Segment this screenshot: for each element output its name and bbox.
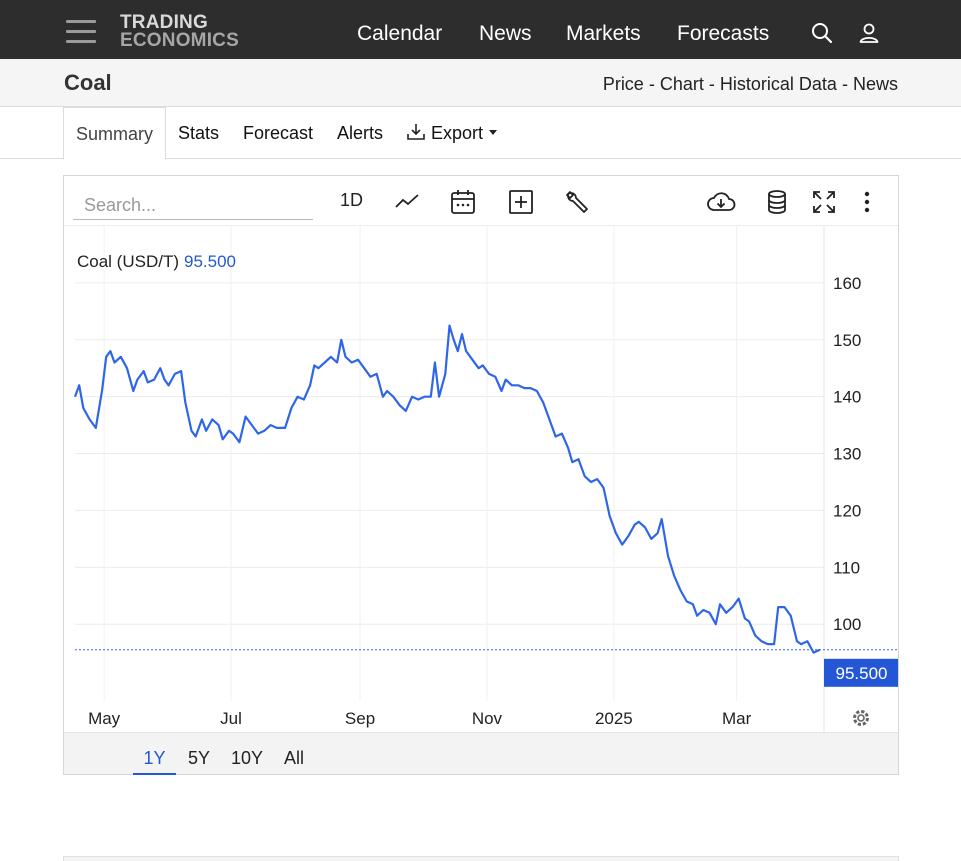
link-news[interactable]: News bbox=[852, 74, 898, 94]
download-icon bbox=[407, 124, 425, 140]
y-tick-label: 150 bbox=[833, 331, 861, 350]
logo-line-1: TRADING bbox=[120, 12, 208, 33]
legend-series-name: Coal (USD/T) bbox=[77, 252, 179, 271]
legend: Coal (USD/T) 95.500 bbox=[77, 252, 236, 271]
line-chart-icon[interactable] bbox=[394, 188, 420, 216]
chart-search-input[interactable] bbox=[73, 192, 313, 220]
series-line bbox=[73, 324, 821, 654]
chart-settings-icon[interactable] bbox=[853, 710, 869, 726]
x-tick-label: May bbox=[88, 709, 121, 728]
y-tick-label: 130 bbox=[833, 445, 861, 464]
page-header: Coal Price - Chart - Historical Data - N… bbox=[0, 59, 961, 107]
chart-toolbar: 1D bbox=[64, 176, 898, 226]
more-options-icon[interactable] bbox=[861, 188, 873, 216]
link-chart[interactable]: Chart bbox=[659, 74, 704, 94]
x-tick-label: Sep bbox=[345, 709, 375, 728]
top-navigation-bar: TRADING ECONOMICS Calendar News Markets … bbox=[0, 0, 961, 59]
next-section-edge bbox=[63, 856, 899, 861]
y-tick-label: 120 bbox=[833, 501, 861, 520]
tab-summary[interactable]: Summary bbox=[63, 107, 167, 160]
tab-forecast[interactable]: Forecast bbox=[243, 123, 314, 143]
x-tick-label: Jul bbox=[220, 709, 242, 728]
tab-export[interactable]: Export bbox=[406, 107, 498, 159]
tab-alerts[interactable]: Alerts bbox=[337, 123, 384, 143]
range-1y[interactable]: 1Y bbox=[133, 733, 176, 775]
menu-icon[interactable] bbox=[66, 20, 96, 44]
cloud-download-icon[interactable] bbox=[706, 188, 736, 216]
tab-export-label: Export bbox=[431, 123, 484, 143]
fullscreen-icon[interactable] bbox=[811, 188, 837, 216]
y-tick-label: 140 bbox=[833, 388, 861, 407]
interval-button[interactable]: 1D bbox=[340, 190, 364, 210]
y-tick-label: 160 bbox=[833, 274, 861, 293]
add-indicator-icon[interactable] bbox=[508, 188, 534, 216]
calendar-icon[interactable] bbox=[450, 188, 476, 216]
last-value-label: 95.500 bbox=[836, 664, 888, 683]
price-chart[interactable]: 100 110 120 130 140 150 160 May Jul Sep Nov 2025 Ma… bbox=[64, 226, 898, 732]
logo-line-2: ECONOMICS bbox=[120, 30, 239, 51]
x-tick-label: Nov bbox=[472, 709, 503, 728]
range-10y[interactable]: 10Y bbox=[230, 748, 264, 768]
link-separator: - bbox=[648, 74, 655, 94]
range-selector: 1Y 5Y 10Y All bbox=[64, 732, 898, 775]
nav-markets[interactable]: Markets bbox=[566, 22, 641, 45]
link-price[interactable]: Price bbox=[602, 74, 644, 94]
database-icon[interactable] bbox=[764, 188, 790, 216]
last-value-badge bbox=[824, 658, 898, 687]
y-tick-label: 110 bbox=[833, 558, 860, 577]
nav-forecasts[interactable]: Forecasts bbox=[677, 22, 770, 45]
tab-stats[interactable]: Stats bbox=[178, 123, 220, 143]
tab-bar: Summary Stats Forecast Alerts Export bbox=[0, 107, 961, 160]
nav-news[interactable]: News bbox=[479, 22, 532, 45]
nav-calendar[interactable]: Calendar bbox=[357, 22, 443, 45]
legend-last-value: 95.500 bbox=[184, 252, 236, 271]
user-icon[interactable] bbox=[857, 21, 881, 45]
range-all[interactable]: All bbox=[283, 748, 304, 768]
search-icon[interactable] bbox=[810, 21, 834, 45]
link-historical-data[interactable]: Historical Data bbox=[719, 74, 837, 94]
range-5y[interactable]: 5Y bbox=[187, 748, 211, 768]
page-title: Coal bbox=[64, 70, 112, 95]
link-separator: - bbox=[708, 74, 715, 94]
page-links: Price - Chart - Historical Data - News bbox=[603, 74, 898, 95]
x-tick-label: 2025 bbox=[595, 709, 633, 728]
chart-widget: 1D bbox=[63, 175, 899, 775]
x-tick-label: Mar bbox=[722, 709, 752, 728]
y-tick-label: 100 bbox=[833, 615, 861, 634]
link-separator: - bbox=[841, 74, 848, 94]
caret-down-icon bbox=[489, 130, 498, 135]
wrench-icon[interactable] bbox=[564, 188, 590, 216]
logo[interactable]: TRADING ECONOMICS bbox=[120, 12, 239, 51]
